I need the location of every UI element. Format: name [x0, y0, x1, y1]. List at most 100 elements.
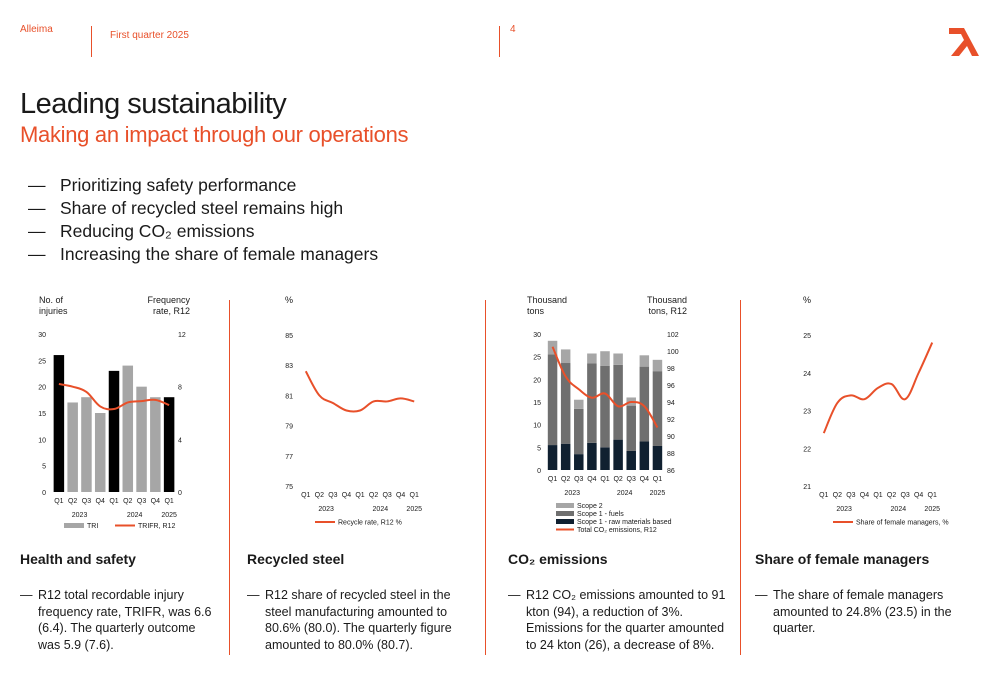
bar-scope1-raw-materials — [560, 443, 571, 470]
y-tick-label: 25 — [803, 333, 811, 340]
y-tick-label: 24 — [803, 371, 811, 378]
y2-tick-label: 98 — [667, 366, 675, 373]
y-tick-label: 83 — [285, 363, 293, 370]
section-title-co2: CO₂ emissions — [508, 551, 608, 567]
bar-scope1-fuels — [560, 363, 571, 444]
alleima-logo — [949, 28, 979, 56]
x-tick-label: Q4 — [914, 492, 923, 499]
y-tick-label: 5 — [42, 464, 46, 471]
bar-scope1-raw-materials — [547, 445, 558, 470]
left-axis-label: Thousand — [527, 295, 567, 305]
y-tick-label: 22 — [803, 446, 811, 453]
x-tick-label: Q3 — [900, 492, 909, 499]
bar-tri — [67, 402, 78, 492]
bar-scope2 — [600, 351, 610, 366]
series-line — [304, 370, 415, 413]
year-label: 2023 — [318, 506, 334, 513]
x-tick-label: Q1 — [928, 492, 937, 499]
x-tick-label: Q4 — [860, 492, 869, 499]
x-tick-label: Q4 — [342, 492, 351, 499]
bar-scope1-raw-materials — [639, 441, 650, 470]
bullet-text: Share of recycled steel remains high — [60, 198, 344, 218]
year-label: 2025 — [924, 506, 940, 513]
bar-tri — [94, 413, 106, 492]
section-divider — [229, 300, 230, 655]
section-body: R12 total recordable injury frequency ra… — [38, 588, 212, 652]
bar-scope1-raw-materials — [587, 442, 597, 470]
bar-scope2 — [613, 353, 623, 365]
legend-label: TRIFR, R12 — [138, 523, 175, 530]
legend-label: Recycle rate, R12 % — [338, 520, 402, 527]
y2-tick-label: 88 — [667, 451, 675, 458]
y-tick-label: 79 — [285, 424, 293, 431]
bar-tri — [150, 397, 161, 492]
year-label: 2025 — [406, 506, 422, 513]
recycled-steel-chart: % 75 77 79 81 83 85 Q1 Q2 Q3 Q4 Q1 Q2 Q3 Q4 Q1 2023 2024 2… — [285, 295, 422, 527]
y2-tick-label: 0 — [178, 490, 182, 497]
section-body: R12 CO₂ emissions amounted to 91 kton (9… — [526, 588, 726, 652]
y-tick-label: 0 — [537, 468, 541, 475]
y-tick-label: 25 — [533, 355, 541, 362]
y2-tick-label: 86 — [667, 468, 675, 475]
x-tick-label: Q2 — [887, 492, 896, 499]
x-tick-label: Q2 — [123, 498, 132, 505]
section-text-co2: — R12 CO₂ emissions amounted to 91 kton (… — [508, 587, 730, 653]
right-axis-label: Thousand — [647, 295, 687, 305]
y-tick-label: 15 — [38, 411, 46, 418]
bar-tri — [163, 397, 175, 492]
x-tick-label: Q1 — [54, 498, 63, 505]
list-item: — Increasing the share of female managers — [28, 243, 378, 266]
dash: — — [28, 175, 46, 195]
x-tick-label: Q4 — [587, 476, 596, 483]
x-tick-label: Q3 — [328, 492, 337, 499]
bar-scope2 — [587, 353, 597, 364]
y2-tick-label: 8 — [178, 385, 182, 392]
page-title: Leading sustainability — [20, 88, 287, 120]
x-tick-label: Q1 — [548, 476, 557, 483]
x-tick-label: Q2 — [833, 492, 842, 499]
bar-scope2 — [560, 349, 571, 364]
x-tick-label: Q3 — [574, 476, 583, 483]
bar-scope1-raw-materials — [600, 447, 610, 470]
bar-tri — [122, 365, 134, 492]
y-tick-label: 10 — [533, 423, 541, 430]
legend-label: Scope 1 - fuels — [577, 511, 624, 518]
dash: — — [28, 198, 46, 218]
header-divider — [91, 26, 92, 57]
bar-scope1-fuels — [587, 363, 597, 443]
y2-tick-label: 92 — [667, 417, 675, 424]
y-tick-label: 20 — [533, 377, 541, 384]
year-label: 2024 — [891, 506, 907, 513]
bar-scope2 — [639, 355, 650, 367]
x-tick-label: Q1 — [873, 492, 882, 499]
y2-tick-label: 94 — [667, 400, 675, 407]
bar-scope1-raw-materials — [613, 439, 623, 470]
y-tick-label: 15 — [533, 400, 541, 407]
dash: — — [28, 244, 46, 264]
x-tick-label: Q4 — [396, 492, 405, 499]
y-tick-label: 85 — [285, 333, 293, 340]
x-tick-label: Q1 — [355, 492, 364, 499]
line-total-co2 — [551, 346, 659, 429]
y-tick-label: 21 — [803, 484, 811, 491]
bullet-text: Reducing CO₂ emissions — [60, 221, 255, 241]
year-label: 2024 — [127, 512, 143, 519]
x-tick-label: Q1 — [653, 476, 662, 483]
y-tick-label: 23 — [803, 409, 811, 416]
bar-tri — [108, 370, 120, 492]
y-axis-unit: % — [803, 295, 811, 305]
x-tick-label: Q1 — [301, 492, 310, 499]
bar-scope1-fuels — [639, 366, 650, 442]
legend-swatch — [556, 519, 574, 524]
bar-scope1-fuels — [652, 371, 663, 446]
bullet-text: Prioritizing safety performance — [60, 175, 297, 195]
y-tick-label: 77 — [285, 454, 293, 461]
list-item: — Prioritizing safety performance — [28, 174, 378, 197]
bar-scope1-raw-materials — [626, 450, 636, 470]
x-tick-label: Q2 — [613, 476, 622, 483]
section-text-female-managers: — The share of female managers amounted t… — [755, 587, 955, 637]
y-tick-label: 30 — [533, 332, 541, 339]
bar-scope1-fuels — [547, 354, 558, 446]
year-label: 2024 — [617, 490, 633, 497]
section-text-recycled-steel: — R12 share of recycled steel in the stee… — [247, 587, 479, 653]
